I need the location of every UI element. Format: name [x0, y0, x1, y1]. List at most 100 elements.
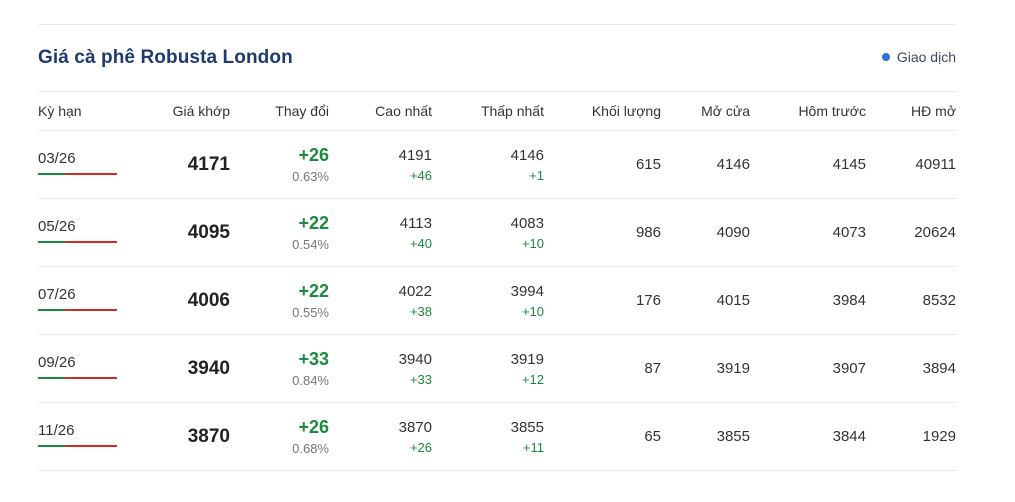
open-interest-cell: 3894	[866, 334, 956, 403]
col-header-prev: Hôm trước	[750, 91, 866, 131]
open-cell: 3855	[661, 402, 750, 471]
high-delta: +26	[409, 439, 432, 455]
high-delta: +40	[409, 235, 432, 251]
volume-cell: 986	[544, 198, 661, 267]
robusta-price-panel: Giá cà phê Robusta London Giao dịch Kỳ h…	[38, 24, 956, 471]
high-cell: 4191 +46	[329, 130, 432, 199]
col-header-change: Thay đổi	[230, 91, 329, 131]
term-label: 03/26	[38, 150, 76, 167]
price-cell: 3940	[118, 334, 230, 403]
high-value: 4191	[398, 146, 432, 164]
change-cell: +26 0.63%	[230, 130, 329, 199]
term-cell: 07/26	[38, 266, 118, 335]
futures-price-table: Kỳ hạn Giá khớp Thay đổi Cao nhất Thấp n…	[38, 91, 956, 471]
open-cell: 4146	[661, 130, 750, 199]
low-delta: +10	[521, 303, 544, 319]
open-interest-cell: 8532	[866, 266, 956, 335]
change-value: +33	[298, 349, 329, 369]
range-bar	[38, 309, 117, 311]
change-value: +26	[298, 417, 329, 437]
price-cell: 4095	[118, 198, 230, 267]
high-value: 3940	[398, 350, 432, 368]
term-label: 11/26	[38, 422, 75, 439]
price-cell: 4006	[118, 266, 230, 335]
col-header-volume: Khối lượng	[544, 91, 661, 131]
low-value: 3994	[510, 282, 544, 300]
change-percent: 0.63%	[292, 169, 329, 184]
term-label: 07/26	[38, 286, 76, 303]
table-header-row: Kỳ hạn Giá khớp Thay đổi Cao nhất Thấp n…	[38, 91, 956, 131]
range-bar	[38, 173, 117, 175]
low-value: 4146	[510, 146, 544, 164]
high-value: 3870	[398, 418, 432, 436]
high-cell: 3870 +26	[329, 402, 432, 471]
col-header-term: Kỳ hạn	[38, 91, 118, 131]
low-cell: 4083 +10	[432, 198, 544, 267]
change-percent: 0.84%	[292, 373, 329, 388]
low-value: 3855	[510, 418, 544, 436]
term-cell: 03/26	[38, 130, 118, 199]
match-price: 4095	[187, 221, 230, 243]
open-cell: 4090	[661, 198, 750, 267]
open-interest-cell: 1929	[866, 402, 956, 471]
change-percent: 0.55%	[292, 305, 329, 320]
high-cell: 3940 +33	[329, 334, 432, 403]
match-price: 4006	[187, 289, 230, 311]
low-delta: +12	[521, 371, 544, 387]
price-cell: 3870	[118, 402, 230, 471]
term-cell: 09/26	[38, 334, 118, 403]
top-divider	[38, 24, 956, 25]
match-price: 3870	[187, 425, 230, 447]
low-delta: +1	[529, 167, 544, 183]
term-label: 05/26	[38, 218, 76, 235]
price-cell: 4171	[118, 130, 230, 199]
table-row[interactable]: 03/26 4171 +26 0.63% 4191 +46 4146 +1 615 4…	[38, 130, 956, 199]
open-cell: 3919	[661, 334, 750, 403]
prev-cell: 4145	[750, 130, 866, 199]
trading-status-label: Giao dịch	[896, 49, 956, 65]
change-cell: +22 0.55%	[230, 266, 329, 335]
volume-cell: 65	[544, 402, 661, 471]
prev-cell: 3984	[750, 266, 866, 335]
change-value: +22	[298, 213, 329, 233]
table-row[interactable]: 05/26 4095 +22 0.54% 4113 +40 4083 +10 986 …	[38, 198, 956, 267]
col-header-open: Mở cửa	[661, 91, 750, 131]
match-price: 4171	[187, 153, 230, 175]
change-cell: +26 0.68%	[230, 402, 329, 471]
low-value: 4083	[510, 214, 544, 232]
low-delta: +11	[522, 439, 544, 455]
change-cell: +33 0.84%	[230, 334, 329, 403]
low-cell: 3855 +11	[432, 402, 544, 471]
table-row[interactable]: 09/26 3940 +33 0.84% 3940 +33 3919 +12 87 3…	[38, 334, 956, 403]
table-row[interactable]: 07/26 4006 +22 0.55% 4022 +38 3994 +10 176 …	[38, 266, 956, 335]
change-value: +22	[298, 281, 329, 301]
low-value: 3919	[510, 350, 544, 368]
volume-cell: 615	[544, 130, 661, 199]
change-value: +26	[298, 145, 329, 165]
change-cell: +22 0.54%	[230, 198, 329, 267]
table-row[interactable]: 11/26 3870 +26 0.68% 3870 +26 3855 +11 65 3…	[38, 402, 956, 471]
trading-status: Giao dịch	[881, 49, 956, 65]
change-percent: 0.54%	[292, 237, 329, 252]
open-cell: 4015	[661, 266, 750, 335]
low-delta: +10	[521, 235, 544, 251]
high-value: 4113	[399, 214, 432, 232]
low-cell: 3994 +10	[432, 266, 544, 335]
high-cell: 4022 +38	[329, 266, 432, 335]
col-header-open-interest: HĐ mở	[866, 91, 956, 131]
high-delta: +46	[409, 167, 432, 183]
high-delta: +38	[409, 303, 432, 319]
range-bar	[38, 377, 117, 379]
open-interest-cell: 40911	[866, 130, 956, 199]
open-interest-cell: 20624	[866, 198, 956, 267]
match-price: 3940	[187, 357, 230, 379]
prev-cell: 4073	[750, 198, 866, 267]
panel-header: Giá cà phê Robusta London Giao dịch	[38, 25, 956, 91]
prev-cell: 3907	[750, 334, 866, 403]
status-dot-icon	[881, 53, 890, 61]
high-value: 4022	[398, 282, 432, 300]
prev-cell: 3844	[750, 402, 866, 471]
low-cell: 3919 +12	[432, 334, 544, 403]
col-header-high: Cao nhất	[329, 91, 432, 131]
range-bar	[38, 445, 117, 447]
